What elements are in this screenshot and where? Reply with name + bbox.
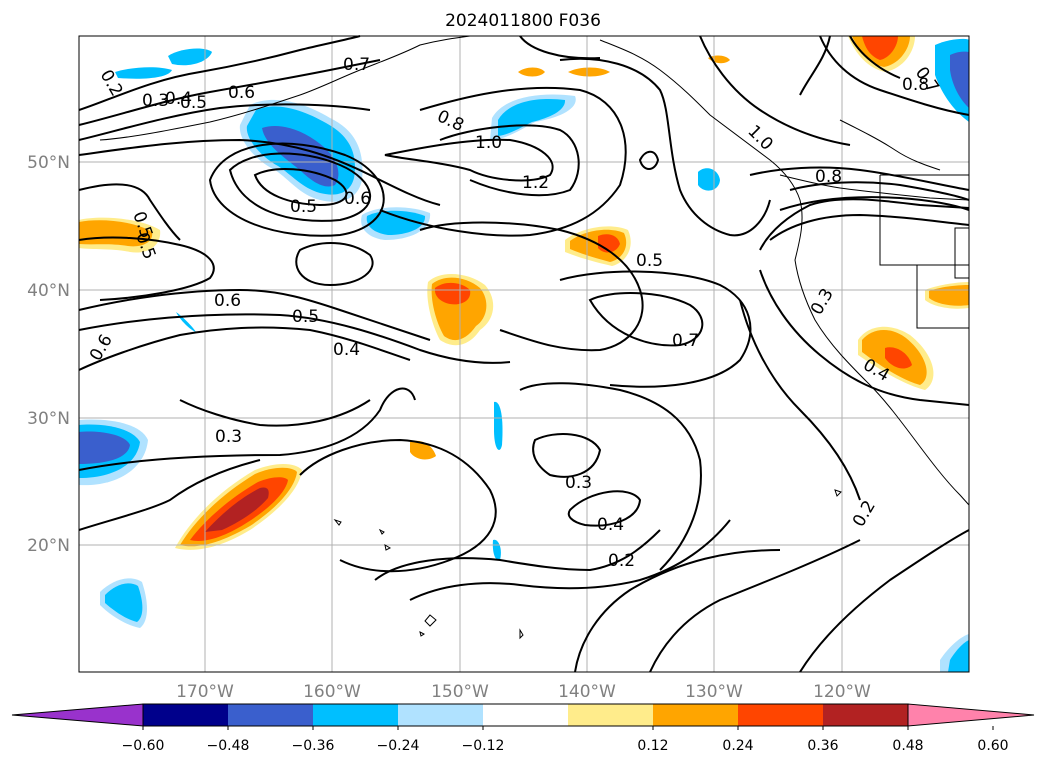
colorbar-extend-low [11,703,144,727]
positive-patch [79,220,153,247]
map-background [79,36,969,672]
contour-label: 0.3 [142,91,169,111]
colorbar-tick-label: −0.60 [122,738,165,754]
colorbar-segment [823,704,908,726]
positive-patch [862,36,898,60]
colorbar-tick-label: −0.36 [292,738,335,754]
lat-label: 50°N [27,153,70,173]
contour-label: 0.7 [672,331,699,351]
colorbar-segment [228,704,313,726]
map-frame [78,35,970,673]
colorbar-tick-label: 0.48 [892,738,923,754]
lat-label: 40°N [27,281,70,301]
positive-patch [434,282,471,305]
contour-label: 0.4 [333,340,360,360]
contour-label: 0.6 [214,291,241,311]
negative-patch [168,48,212,66]
positive-patch [518,67,545,77]
colorbar-outline [142,703,909,727]
negative-patch [262,126,339,187]
lat-label: 30°N [27,409,70,429]
contour-label: 1.2 [522,173,549,193]
colorbar-tick-label: −0.48 [207,738,250,754]
longitude-labels: 170°W 160°W 150°W 140°W 130°W 120°W [176,682,871,702]
negative-patch [948,640,969,672]
positive-patch [885,347,912,369]
contour-label: 1.0 [475,133,502,153]
negative-patch [105,583,143,622]
map-panel: 0.2 0.3 0.4 0.5 0.6 0.7 0.8 1.0 1.2 0.5 … [78,35,970,673]
lon-label: 160°W [303,682,361,702]
latitude-labels: 50°N 40°N 30°N 20°N [27,153,70,556]
negative-patch [498,99,566,136]
lon-label: 130°W [685,682,743,702]
lat-label: 20°N [27,536,70,556]
contour-label: 0.5 [636,251,663,271]
colorbar-segment [143,704,228,726]
colorbar-segment [568,704,653,726]
contour-lines [78,35,970,673]
negative-patch [366,210,426,235]
colorbar-tick-label: 0.12 [637,738,668,754]
contour-label: 0.4 [597,515,624,535]
contour-label: 0.5 [292,307,319,327]
colorbar-tick-label: 0.36 [807,738,838,754]
contour-label: 0.8 [815,167,842,187]
lon-label: 120°W [813,682,871,702]
contour-label: 0.8 [902,75,929,95]
negative-patch [115,67,172,79]
negative-patch [79,431,130,464]
negative-patch [950,51,969,108]
colorbar-tick-label: 0.24 [722,738,753,754]
contour-label: 0.2 [608,551,635,571]
colorbar-extend-high [907,703,1035,727]
negative-patch [494,401,503,450]
coastlines [99,35,970,640]
contour-label: 0.5 [290,197,317,217]
colorbar-segment [653,704,738,726]
contour-label: 0.3 [215,427,242,447]
contour-label: 0.4 [165,89,192,109]
positive-patch [568,67,610,77]
lon-label: 150°W [431,682,489,702]
colorbar: −0.60 −0.48 −0.36 −0.24 −0.12 0.12 0.24 0.36 0.4… [11,703,1035,754]
colorbar-tick-label: −0.12 [462,738,505,754]
colorbar-segment [313,704,398,726]
colorbar-tick-label: 0.60 [977,738,1008,754]
contour-label: 0.5 [180,93,207,113]
colorbar-segment [398,704,483,726]
contour-label: 0.6 [228,83,255,103]
lon-label: 140°W [558,682,616,702]
positive-patch [410,440,436,460]
lon-label: 170°W [176,682,234,702]
colorbar-segment [738,704,823,726]
colorbar-tick-label: −0.24 [377,738,420,754]
map-title: 2024011800 F036 [445,11,601,31]
contour-label: 0.3 [565,473,592,493]
contour-label: 0.6 [344,189,371,209]
positive-patch [205,487,269,532]
colorbar-segment [483,704,568,726]
contour-label: 0.7 [343,55,370,75]
